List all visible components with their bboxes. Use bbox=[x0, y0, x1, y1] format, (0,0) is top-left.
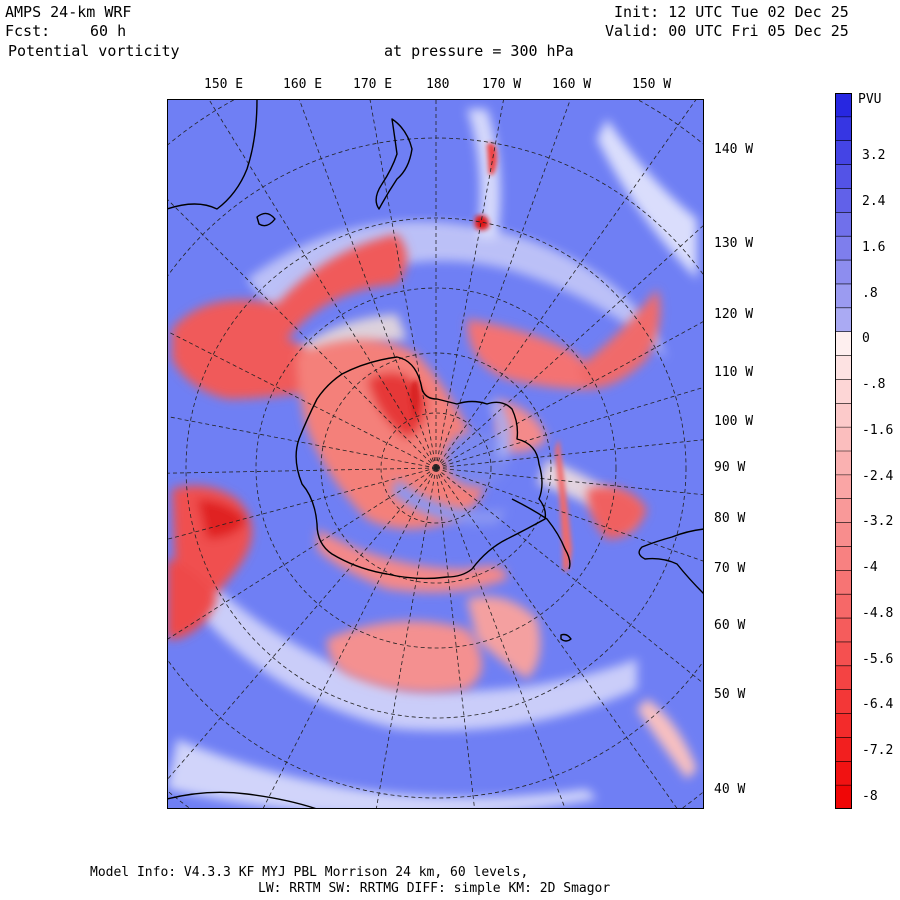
colorbar-tick-label: -.8 bbox=[862, 377, 886, 392]
colorbar-swatch bbox=[835, 283, 852, 309]
colorbar-tick-label: -7.2 bbox=[862, 743, 894, 758]
colorbar-swatch bbox=[835, 641, 852, 667]
lon-label-right: 140 W bbox=[714, 142, 754, 157]
colorbar-swatch bbox=[835, 427, 852, 452]
colorbar-swatch bbox=[835, 355, 852, 380]
colorbar-swatch bbox=[835, 737, 852, 762]
south-georgia-coastline bbox=[560, 633, 572, 642]
lon-label-top: 180 bbox=[426, 77, 450, 92]
lon-label-right: 80 W bbox=[714, 511, 746, 526]
colorbar-swatch bbox=[835, 713, 852, 738]
colorbar-unit: PVU bbox=[858, 92, 882, 107]
model-title: AMPS 24-km WRF bbox=[5, 3, 132, 21]
field-name: Potential vorticity bbox=[8, 42, 180, 60]
colorbar-swatch bbox=[835, 546, 852, 571]
lon-label-top: 150 E bbox=[204, 77, 244, 92]
forecast-label: Fcst: bbox=[5, 22, 51, 40]
valid-time: Valid: 00 UTC Fri 05 Dec 25 bbox=[605, 22, 849, 40]
lon-label-top: 170 E bbox=[353, 77, 393, 92]
colorbar-swatch bbox=[835, 665, 852, 691]
colorbar-tick-label: 3.2 bbox=[862, 148, 886, 163]
colorbar-swatch bbox=[835, 570, 852, 595]
colorbar-swatch bbox=[835, 451, 852, 476]
colorbar-tick-label: -5.6 bbox=[862, 652, 894, 667]
map-frame bbox=[167, 99, 704, 809]
lon-label-top: 150 W bbox=[632, 77, 672, 92]
antarctica-coastline bbox=[295, 356, 547, 580]
pv-field bbox=[167, 109, 697, 809]
colorbar-swatch bbox=[835, 474, 852, 500]
lon-label-right: 70 W bbox=[714, 561, 746, 576]
colorbar-tick-label: -4.8 bbox=[862, 606, 894, 621]
lon-label-right: 100 W bbox=[714, 414, 754, 429]
new-zealand-coastline bbox=[375, 118, 413, 210]
colorbar-tick-label: 0 bbox=[862, 331, 870, 346]
colorbar-frame bbox=[835, 93, 852, 809]
colorbar-swatch bbox=[835, 188, 852, 213]
colorbar-swatch bbox=[835, 140, 852, 165]
lon-label-top: 160 W bbox=[552, 77, 592, 92]
pressure-level: at pressure = 300 hPa bbox=[384, 42, 574, 60]
tasmania-coastline bbox=[256, 212, 276, 227]
colorbar-tick-label: -4 bbox=[862, 560, 878, 575]
lon-label-right: 110 W bbox=[714, 365, 754, 380]
colorbar-tick-label: -2.4 bbox=[862, 469, 894, 484]
colorbar-swatch bbox=[835, 689, 852, 714]
forecast-hour: 60 h bbox=[90, 22, 127, 40]
colorbar-swatch bbox=[835, 307, 852, 333]
colorbar-tick-label: 1.6 bbox=[862, 240, 886, 255]
model-physics: LW: RRTM SW: RRTMG DIFF: simple KM: 2D S… bbox=[258, 881, 611, 896]
colorbar-swatch bbox=[835, 331, 852, 356]
colorbar-tick-label: -6.4 bbox=[862, 697, 894, 712]
colorbar-swatch bbox=[835, 93, 852, 118]
colorbar-swatch bbox=[835, 260, 852, 285]
colorbar-swatch bbox=[835, 498, 852, 523]
model-info: Model Info: V4.3.3 KF MYJ PBL Morrison 2… bbox=[90, 865, 529, 880]
init-time: Init: 12 UTC Tue 02 Dec 25 bbox=[614, 3, 849, 21]
lon-label-right: 120 W bbox=[714, 307, 754, 322]
lon-label-right: 130 W bbox=[714, 236, 754, 251]
lon-label-right: 60 W bbox=[714, 618, 746, 633]
colorbar-swatch bbox=[835, 116, 852, 142]
colorbar bbox=[835, 93, 852, 809]
colorbar-swatch bbox=[835, 761, 852, 786]
colorbar-tick-label: -3.2 bbox=[862, 514, 894, 529]
antarctic-peninsula-coastline bbox=[511, 498, 571, 570]
lon-label-right: 90 W bbox=[714, 460, 746, 475]
colorbar-swatch bbox=[835, 522, 852, 547]
colorbar-tick-label: -1.6 bbox=[862, 423, 894, 438]
australia-coastline bbox=[167, 99, 258, 210]
colorbar-tick-label: .8 bbox=[862, 286, 878, 301]
lon-label-right: 40 W bbox=[714, 782, 746, 797]
colorbar-swatch bbox=[835, 403, 852, 428]
colorbar-tick-label: 2.4 bbox=[862, 194, 886, 209]
colorbar-swatch bbox=[835, 594, 852, 619]
colorbar-tick-label: -8 bbox=[862, 789, 878, 804]
potential-vorticity-map bbox=[167, 99, 704, 809]
colorbar-swatch bbox=[835, 164, 852, 189]
meridian-lines bbox=[167, 99, 704, 809]
colorbar-swatch bbox=[835, 236, 852, 261]
colorbar-swatch bbox=[835, 618, 852, 643]
lon-label-top: 170 W bbox=[482, 77, 522, 92]
lon-label-right: 50 W bbox=[714, 687, 746, 702]
lon-label-top: 160 E bbox=[283, 77, 323, 92]
antarctica-bottom-coastline bbox=[167, 791, 318, 809]
colorbar-swatch bbox=[835, 785, 852, 809]
south-america-coastline bbox=[638, 528, 704, 595]
colorbar-swatch bbox=[835, 212, 852, 237]
colorbar-swatch bbox=[835, 379, 852, 404]
